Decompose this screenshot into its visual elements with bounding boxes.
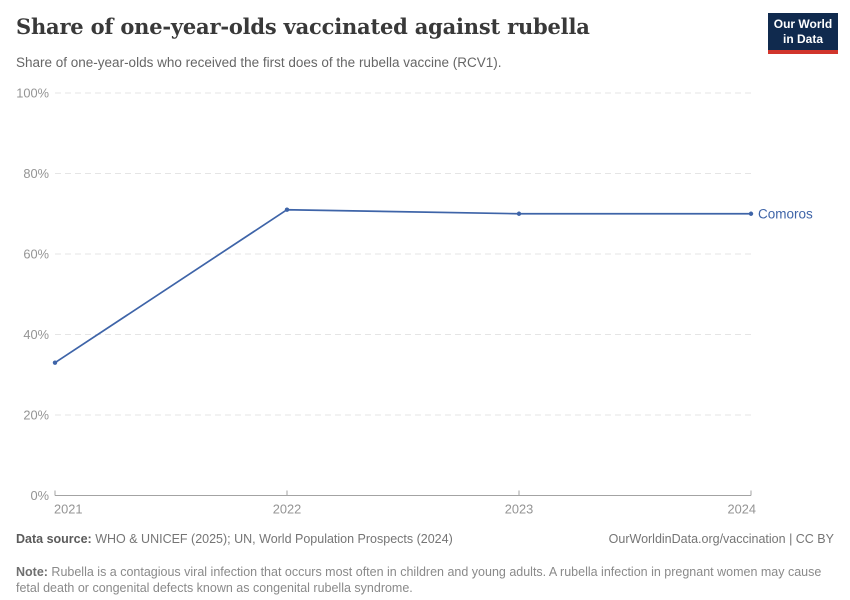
data-point (284, 207, 290, 212)
note-text: Rubella is a contagious viral infection … (16, 564, 822, 596)
data-point (52, 360, 58, 365)
y-axis-tick-label: 80% (23, 166, 49, 181)
chart-subtitle: Share of one-year-olds who received the … (16, 55, 502, 70)
x-axis-tick-label: 2023 (505, 502, 533, 517)
series-label[interactable]: Comoros (758, 206, 813, 221)
data-source-value: WHO & UNICEF (2025); UN, World Populatio… (91, 532, 453, 546)
data-source-label: Data source: (16, 532, 92, 546)
y-axis-tick-label: 40% (23, 327, 49, 342)
y-axis-tick-label: 20% (23, 408, 49, 423)
y-axis-tick-label: 0% (31, 488, 50, 503)
owid-logo: Our World in Data (768, 13, 838, 54)
x-axis-tick-label: 2021 (54, 502, 82, 517)
x-axis-tick-label: 2024 (728, 502, 756, 517)
note-label: Note: (16, 564, 48, 579)
footer-source-row: Data source: WHO & UNICEF (2025); UN, Wo… (16, 532, 834, 547)
y-axis-tick-label: 60% (23, 247, 49, 262)
x-axis-tick-label: 2022 (273, 502, 301, 517)
logo-line-2: in Data (782, 32, 823, 46)
data-point (748, 211, 754, 216)
data-point (516, 211, 522, 216)
data-source-text: Data source: WHO & UNICEF (2025); UN, Wo… (16, 532, 453, 547)
page-title: Share of one-year-olds vaccinated agains… (16, 14, 590, 39)
footer-note: Note: Rubella is a contagious viral infe… (16, 564, 830, 597)
logo-line-1: Our World (773, 17, 833, 31)
data-line (54, 208, 752, 364)
y-axis-tick-label: 100% (16, 86, 49, 101)
credit-link[interactable]: OurWorldinData.org/vaccination | CC BY (608, 532, 834, 546)
